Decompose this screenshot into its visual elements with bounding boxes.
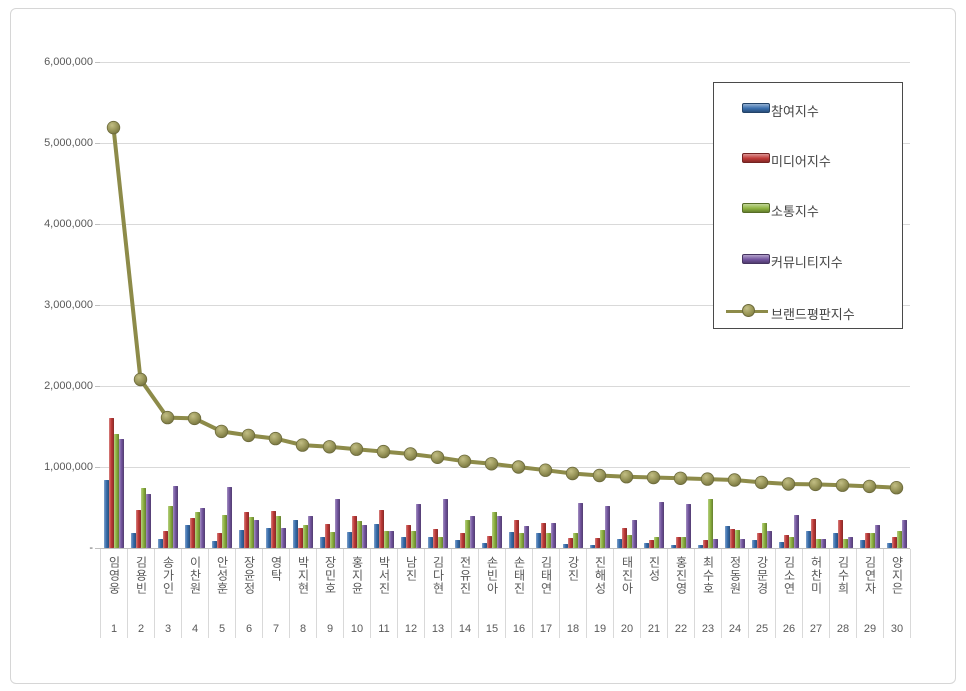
brand-index-marker-rank15 — [484, 457, 499, 471]
brand-index-marker-rank7 — [268, 431, 283, 446]
brand-index-marker-rank19 — [592, 468, 607, 483]
brand-index-marker-rank14 — [457, 454, 472, 469]
brand-index-marker-rank25 — [754, 475, 769, 490]
legend-item-community: 커뮤니티지수 — [714, 247, 902, 271]
brand-index-marker-rank18 — [565, 466, 580, 481]
legend-item-brand-index: 브랜드평판지수 — [714, 299, 902, 323]
brand-index-marker-rank28 — [835, 478, 850, 492]
brand-index-marker-icon — [742, 304, 755, 317]
brand-index-marker-rank3 — [160, 410, 175, 425]
legend-label: 커뮤니티지수 — [771, 255, 843, 270]
legend: 참여지수 미디어지수 소통지수 커뮤니티지수 브랜드평판지수 — [713, 82, 903, 329]
brand-index-marker-rank5 — [214, 424, 229, 439]
participation-color-key-icon — [742, 103, 770, 113]
brand-index-marker-rank17 — [538, 463, 553, 477]
legend-label: 브랜드평판지수 — [771, 307, 855, 322]
legend-item-participation: 참여지수 — [714, 96, 902, 120]
media-color-key-icon — [742, 153, 770, 163]
communication-color-key-icon — [742, 203, 770, 213]
brand-index-marker-rank22 — [673, 471, 688, 486]
brand-index-marker-rank10 — [349, 442, 364, 456]
community-color-key-icon — [742, 254, 770, 264]
brand-index-marker-rank8 — [295, 438, 310, 452]
brand-index-marker-rank23 — [700, 472, 715, 486]
brand-index-marker-rank2 — [133, 372, 148, 387]
brand-index-marker-rank24 — [727, 473, 742, 487]
brand-index-marker-rank9 — [322, 440, 337, 454]
brand-index-marker-rank30 — [889, 481, 904, 495]
brand-index-marker-rank4 — [187, 411, 202, 426]
brand-index-marker-rank29 — [862, 479, 877, 494]
brand-index-marker-rank21 — [646, 470, 661, 485]
brand-index-marker-rank6 — [241, 428, 256, 443]
brand-index-marker-rank11 — [376, 444, 391, 459]
brand-index-marker-rank1 — [106, 120, 121, 135]
brand-index-marker-rank13 — [430, 450, 445, 465]
brand-index-marker-rank16 — [511, 460, 526, 474]
brand-index-marker-rank12 — [403, 447, 418, 461]
brand-index-marker-rank27 — [808, 477, 823, 492]
legend-label: 소통지수 — [771, 204, 819, 219]
brand-index-marker-rank26 — [781, 477, 796, 491]
legend-label: 참여지수 — [771, 104, 819, 119]
legend-label: 미디어지수 — [771, 154, 831, 169]
brand-index-marker-rank20 — [619, 470, 634, 484]
legend-item-communication: 소통지수 — [714, 196, 902, 220]
legend-item-media: 미디어지수 — [714, 146, 902, 170]
